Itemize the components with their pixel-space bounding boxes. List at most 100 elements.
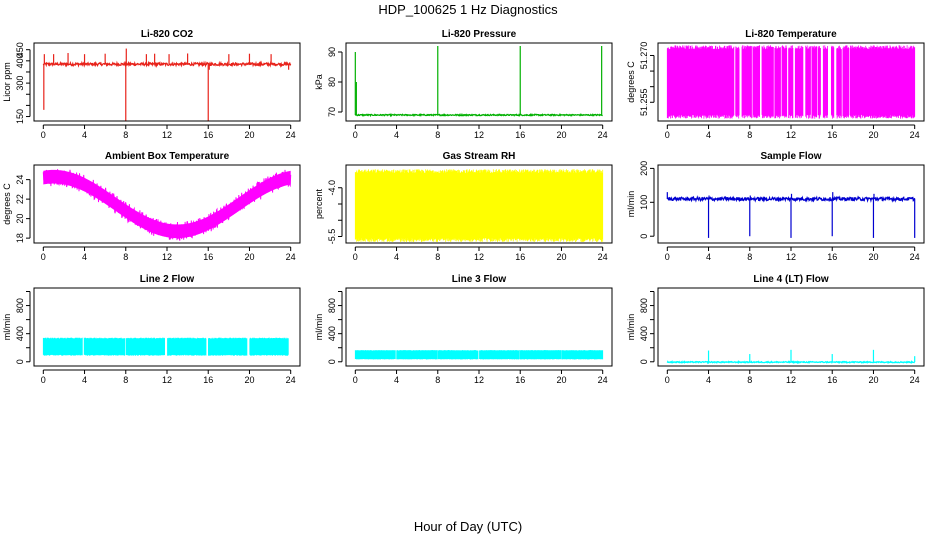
- x-tick-label: 16: [203, 252, 213, 262]
- x-tick-label: 16: [203, 130, 213, 140]
- panel-title: Line 4 (LT) Flow: [753, 274, 829, 285]
- x-tick-label: 4: [82, 130, 87, 140]
- y-tick-label: -4.0: [327, 180, 337, 196]
- x-tick-label: 0: [665, 252, 670, 262]
- y-tick-label: 0: [15, 359, 25, 364]
- x-axis-label: Hour of Day (UTC): [414, 519, 522, 534]
- y-axis-label: ml/min: [626, 314, 636, 341]
- y-axis-label: percent: [314, 188, 324, 219]
- band-area: [43, 169, 291, 239]
- x-tick-label: 12: [162, 252, 172, 262]
- band-edge: [42, 337, 289, 356]
- y-tick-label: 400: [327, 326, 337, 341]
- y-tick-label: 90: [327, 47, 337, 57]
- band-edge: [354, 350, 604, 360]
- x-tick-label: 0: [353, 130, 358, 140]
- plot-frame: [345, 164, 613, 244]
- x-tick-label: 16: [515, 375, 525, 385]
- x-tick-label: 16: [203, 375, 213, 385]
- panel-title: Li-820 Pressure: [442, 29, 517, 40]
- x-tick-label: 0: [41, 375, 46, 385]
- x-tick-label: 8: [123, 130, 128, 140]
- panel-title: Line 3 Flow: [452, 274, 507, 285]
- plot-frame: [657, 42, 925, 122]
- y-tick-label: 0: [639, 234, 649, 239]
- y-tick-label: -5.5: [327, 229, 337, 245]
- y-tick-label: 400: [15, 326, 25, 341]
- y-axis-label: kPa: [314, 74, 324, 90]
- plot-frame: [345, 287, 613, 367]
- y-axis-label: degrees C: [626, 61, 636, 103]
- x-tick-label: 12: [786, 252, 796, 262]
- x-tick-label: 20: [556, 130, 566, 140]
- y-tick-label: 100: [639, 195, 649, 210]
- y-tick-label: 51.255: [639, 89, 649, 117]
- band-edge: [666, 45, 916, 119]
- y-tick-label: 800: [327, 298, 337, 313]
- y-tick-label: 70: [327, 107, 337, 117]
- panel-2: Li-820 Pressure 0 4 8 12 16 20 24 70 80 90 kPa: [314, 29, 613, 140]
- x-tick-label: 24: [910, 130, 920, 140]
- x-tick-label: 8: [123, 252, 128, 262]
- x-tick-label: 4: [82, 252, 87, 262]
- panel-title: Gas Stream RH: [443, 151, 516, 162]
- x-tick-label: 8: [747, 130, 752, 140]
- x-tick-label: 8: [435, 130, 440, 140]
- x-tick-label: 0: [41, 130, 46, 140]
- x-tick-label: 8: [747, 375, 752, 385]
- x-tick-label: 24: [598, 252, 608, 262]
- x-tick-label: 4: [706, 375, 711, 385]
- x-tick-label: 4: [394, 375, 399, 385]
- y-axis-label: Licor ppm: [2, 62, 12, 102]
- series-Flow: [666, 192, 916, 238]
- x-tick-label: 0: [353, 252, 358, 262]
- y-tick-label: 80: [327, 77, 337, 87]
- figure-title: HDP_100625 1 Hz Diagnostics: [378, 2, 558, 17]
- panel-4: Ambient Box Temperature 0 4 8 12 16 20 24 18 20 22…: [2, 151, 301, 262]
- panel-6: Sample Flow 0 4 8 12 16 20 24 0 100 200 ml/min: [626, 151, 925, 262]
- series-Line2: [42, 337, 289, 356]
- x-tick-label: 20: [556, 252, 566, 262]
- y-tick-label: 22: [15, 194, 25, 204]
- x-tick-label: 24: [286, 252, 296, 262]
- y-tick-label: 800: [639, 298, 649, 313]
- y-tick-label: 0: [327, 359, 337, 364]
- y-tick-label: 51.270: [639, 42, 649, 70]
- y-axis-label: degrees C: [2, 183, 12, 225]
- x-tick-label: 4: [706, 252, 711, 262]
- y-tick-label: 400: [639, 326, 649, 341]
- panel-title: Li-820 CO2: [141, 29, 194, 40]
- panel-title: Line 2 Flow: [140, 274, 195, 285]
- series-Temperature: [666, 45, 916, 119]
- series-Line3: [354, 350, 604, 360]
- x-tick-label: 24: [286, 375, 296, 385]
- plot-frame: [345, 42, 613, 122]
- x-tick-label: 24: [910, 375, 920, 385]
- x-tick-label: 0: [665, 130, 670, 140]
- x-tick-label: 12: [162, 130, 172, 140]
- band-edge: [354, 169, 604, 242]
- x-tick-label: 20: [244, 252, 254, 262]
- x-tick-label: 8: [123, 375, 128, 385]
- plot-frame: [657, 287, 925, 367]
- x-tick-label: 8: [747, 252, 752, 262]
- x-tick-label: 8: [435, 375, 440, 385]
- x-tick-label: 24: [598, 375, 608, 385]
- plot-frame: [33, 287, 301, 367]
- band-noise: [42, 169, 292, 241]
- series-RH: [354, 169, 604, 242]
- x-tick-label: 12: [474, 375, 484, 385]
- x-tick-label: 12: [786, 375, 796, 385]
- x-tick-label: 16: [827, 252, 837, 262]
- y-tick-label: 450: [15, 42, 25, 57]
- x-tick-label: 12: [162, 375, 172, 385]
- y-tick-label: 20: [15, 214, 25, 224]
- y-tick-label: 24: [15, 175, 25, 185]
- trace-line: [42, 60, 292, 68]
- series-Line4: [666, 349, 916, 365]
